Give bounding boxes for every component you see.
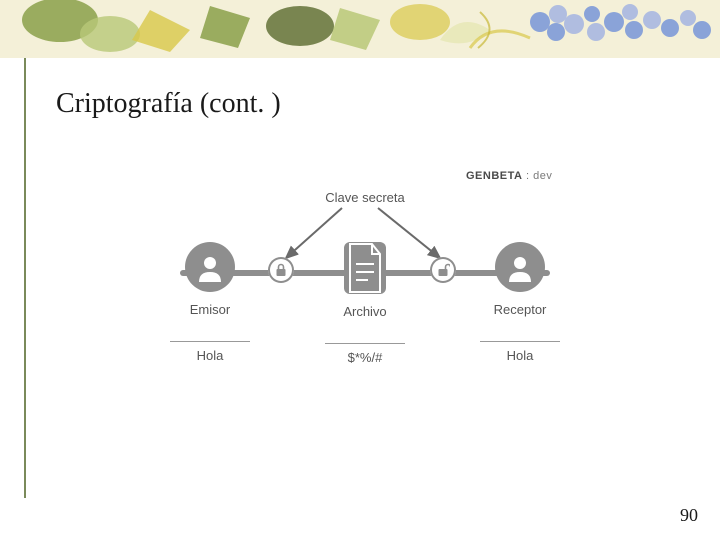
person-icon [495,242,545,292]
slide-title: Criptografía (cont. ) [56,88,281,120]
node-emisor: Emisor Hola [160,242,260,363]
node-label: Archivo [315,304,415,319]
slide: Criptografía (cont. ) GENBETA : dev Clav… [0,0,720,540]
lock-open-icon [430,257,456,283]
node-value: Hola [470,348,570,363]
page-number: 90 [680,505,698,526]
node-label: Receptor [470,302,570,317]
node-value: $*%/# [315,350,415,365]
document-icon [344,242,386,294]
value-underline [480,341,560,342]
left-rule [24,58,26,498]
node-receptor: Receptor Hola [470,242,570,363]
node-label: Emisor [160,302,260,317]
banner-image [0,0,720,58]
crypto-diagram: Clave secreta Emisor Hola [150,160,580,390]
value-underline [170,341,250,342]
lock-closed-icon [268,257,294,283]
person-icon [185,242,235,292]
value-underline [325,343,405,344]
node-value: Hola [160,348,260,363]
node-archivo: Archivo $*%/# [315,242,415,365]
